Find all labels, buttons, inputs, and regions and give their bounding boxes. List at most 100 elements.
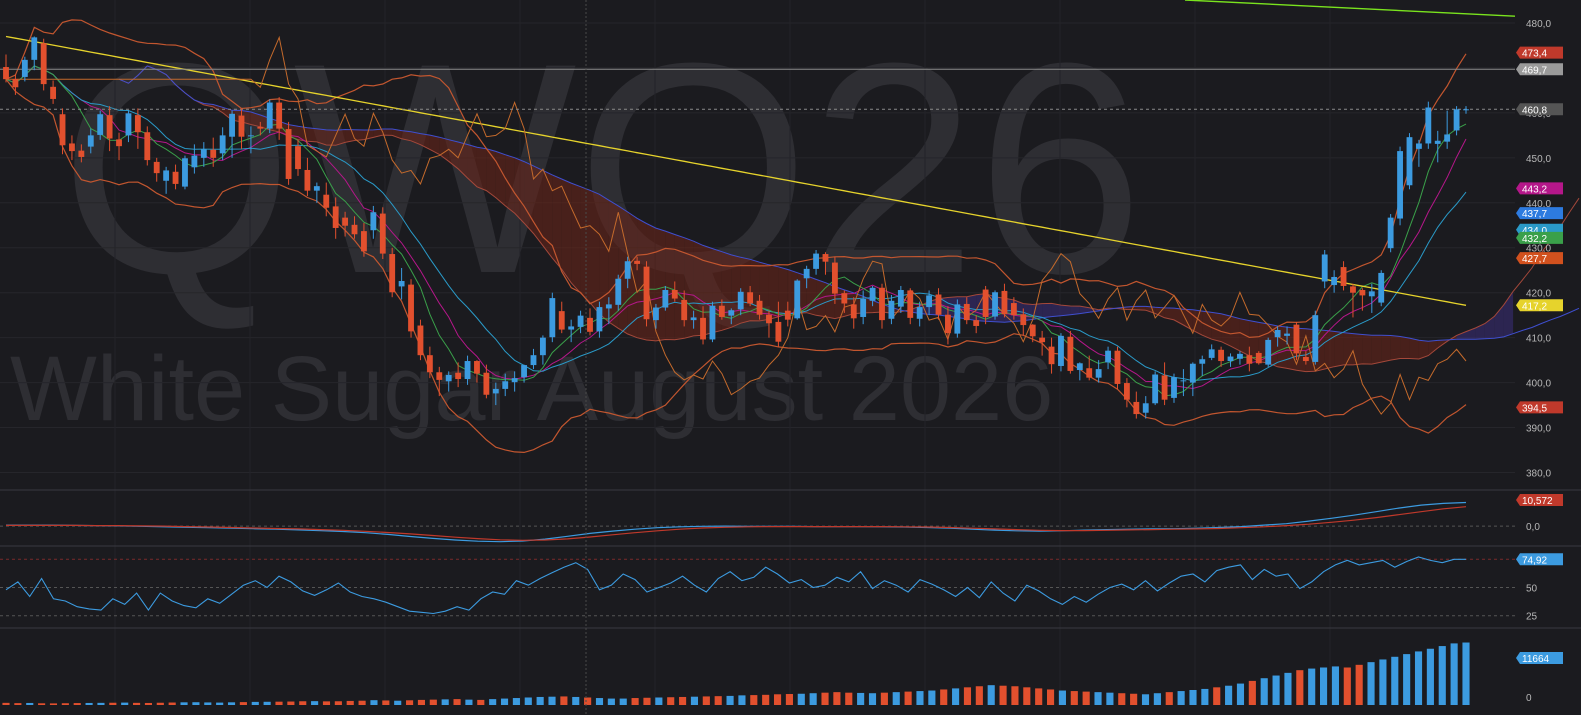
candle[interactable] <box>398 267 405 300</box>
candle[interactable] <box>1133 391 1140 419</box>
candle[interactable] <box>87 128 94 154</box>
candle[interactable] <box>982 285 989 325</box>
candle[interactable] <box>50 80 57 104</box>
candle[interactable] <box>1048 337 1055 374</box>
candle[interactable] <box>417 319 424 361</box>
candle[interactable] <box>831 256 838 304</box>
candle[interactable] <box>1321 249 1328 289</box>
candle[interactable] <box>106 106 113 152</box>
candle[interactable] <box>40 38 47 91</box>
candle[interactable] <box>907 288 914 325</box>
candle[interactable] <box>935 288 942 320</box>
candle[interactable] <box>850 297 857 329</box>
candle[interactable] <box>1001 283 1008 318</box>
candle[interactable] <box>295 139 301 176</box>
candle[interactable] <box>1444 110 1451 149</box>
candle[interactable] <box>973 315 980 334</box>
candle[interactable] <box>681 290 688 327</box>
candle[interactable] <box>12 74 19 95</box>
candle[interactable] <box>483 364 490 399</box>
candle[interactable] <box>370 205 377 239</box>
candle[interactable] <box>766 310 772 338</box>
candle[interactable] <box>247 126 254 154</box>
candle[interactable] <box>756 294 763 320</box>
candle[interactable] <box>1415 139 1422 167</box>
candle[interactable] <box>737 288 744 316</box>
candle[interactable] <box>426 346 433 379</box>
candle[interactable] <box>31 36 38 71</box>
candle[interactable] <box>389 247 396 298</box>
candle[interactable] <box>1453 106 1460 136</box>
candle[interactable] <box>700 306 706 345</box>
candle[interactable] <box>313 182 320 203</box>
candle[interactable] <box>210 137 217 167</box>
candle[interactable] <box>709 301 716 343</box>
candle[interactable] <box>1171 373 1177 403</box>
candle[interactable] <box>718 299 725 320</box>
candle[interactable] <box>577 310 584 334</box>
candle[interactable] <box>1255 351 1262 365</box>
candle[interactable] <box>549 292 556 343</box>
candle[interactable] <box>813 249 819 275</box>
candle[interactable] <box>502 373 509 397</box>
candle[interactable] <box>916 301 923 327</box>
candle[interactable] <box>351 216 358 239</box>
candle[interactable] <box>1312 310 1319 365</box>
candle[interactable] <box>1218 346 1225 367</box>
candle[interactable] <box>587 308 593 336</box>
candle[interactable] <box>474 360 480 383</box>
candle[interactable] <box>1039 330 1046 356</box>
candle[interactable] <box>229 110 235 158</box>
candle[interactable] <box>643 261 650 327</box>
candle[interactable] <box>605 297 612 325</box>
candle[interactable] <box>794 279 801 320</box>
candle[interactable] <box>511 371 518 392</box>
candle[interactable] <box>1434 130 1441 163</box>
candle[interactable] <box>3 54 9 83</box>
candle[interactable] <box>568 319 575 343</box>
candle[interactable] <box>1076 362 1083 381</box>
candle[interactable] <box>1406 133 1413 190</box>
candle[interactable] <box>445 371 452 392</box>
candle[interactable] <box>436 366 443 397</box>
candle[interactable] <box>304 157 311 197</box>
candle[interactable] <box>530 348 537 370</box>
candle[interactable] <box>1274 326 1281 347</box>
candle[interactable] <box>775 301 782 347</box>
candle[interactable] <box>1029 324 1036 343</box>
candle[interactable] <box>125 110 132 143</box>
candle[interactable] <box>342 211 349 237</box>
candle[interactable] <box>954 299 961 338</box>
candle[interactable] <box>1425 101 1432 149</box>
candle[interactable] <box>408 279 414 338</box>
candle[interactable] <box>841 290 848 313</box>
candle[interactable] <box>59 108 66 155</box>
candle[interactable] <box>1368 283 1375 313</box>
candle[interactable] <box>332 197 339 239</box>
candle[interactable] <box>860 290 867 325</box>
candle[interactable] <box>1359 288 1366 311</box>
candle[interactable] <box>1302 351 1309 365</box>
candle[interactable] <box>1199 355 1206 376</box>
candle[interactable] <box>1284 326 1290 345</box>
candle[interactable] <box>926 290 933 316</box>
candle[interactable] <box>1246 346 1253 372</box>
candle[interactable] <box>728 308 735 325</box>
candle[interactable] <box>266 99 273 134</box>
candle[interactable] <box>1180 369 1187 397</box>
candle[interactable] <box>615 274 622 311</box>
candle[interactable] <box>869 285 876 307</box>
candle[interactable] <box>888 294 895 325</box>
candle[interactable] <box>653 303 659 329</box>
candle[interactable] <box>200 142 207 167</box>
candle[interactable] <box>492 382 499 406</box>
candle[interactable] <box>1397 146 1403 226</box>
candle[interactable] <box>1189 362 1196 397</box>
candle[interactable] <box>1058 333 1064 372</box>
candle[interactable] <box>1265 337 1272 367</box>
candle[interactable] <box>323 182 330 217</box>
candle[interactable] <box>1350 283 1356 318</box>
candle[interactable] <box>624 256 631 289</box>
candle[interactable] <box>191 144 198 174</box>
